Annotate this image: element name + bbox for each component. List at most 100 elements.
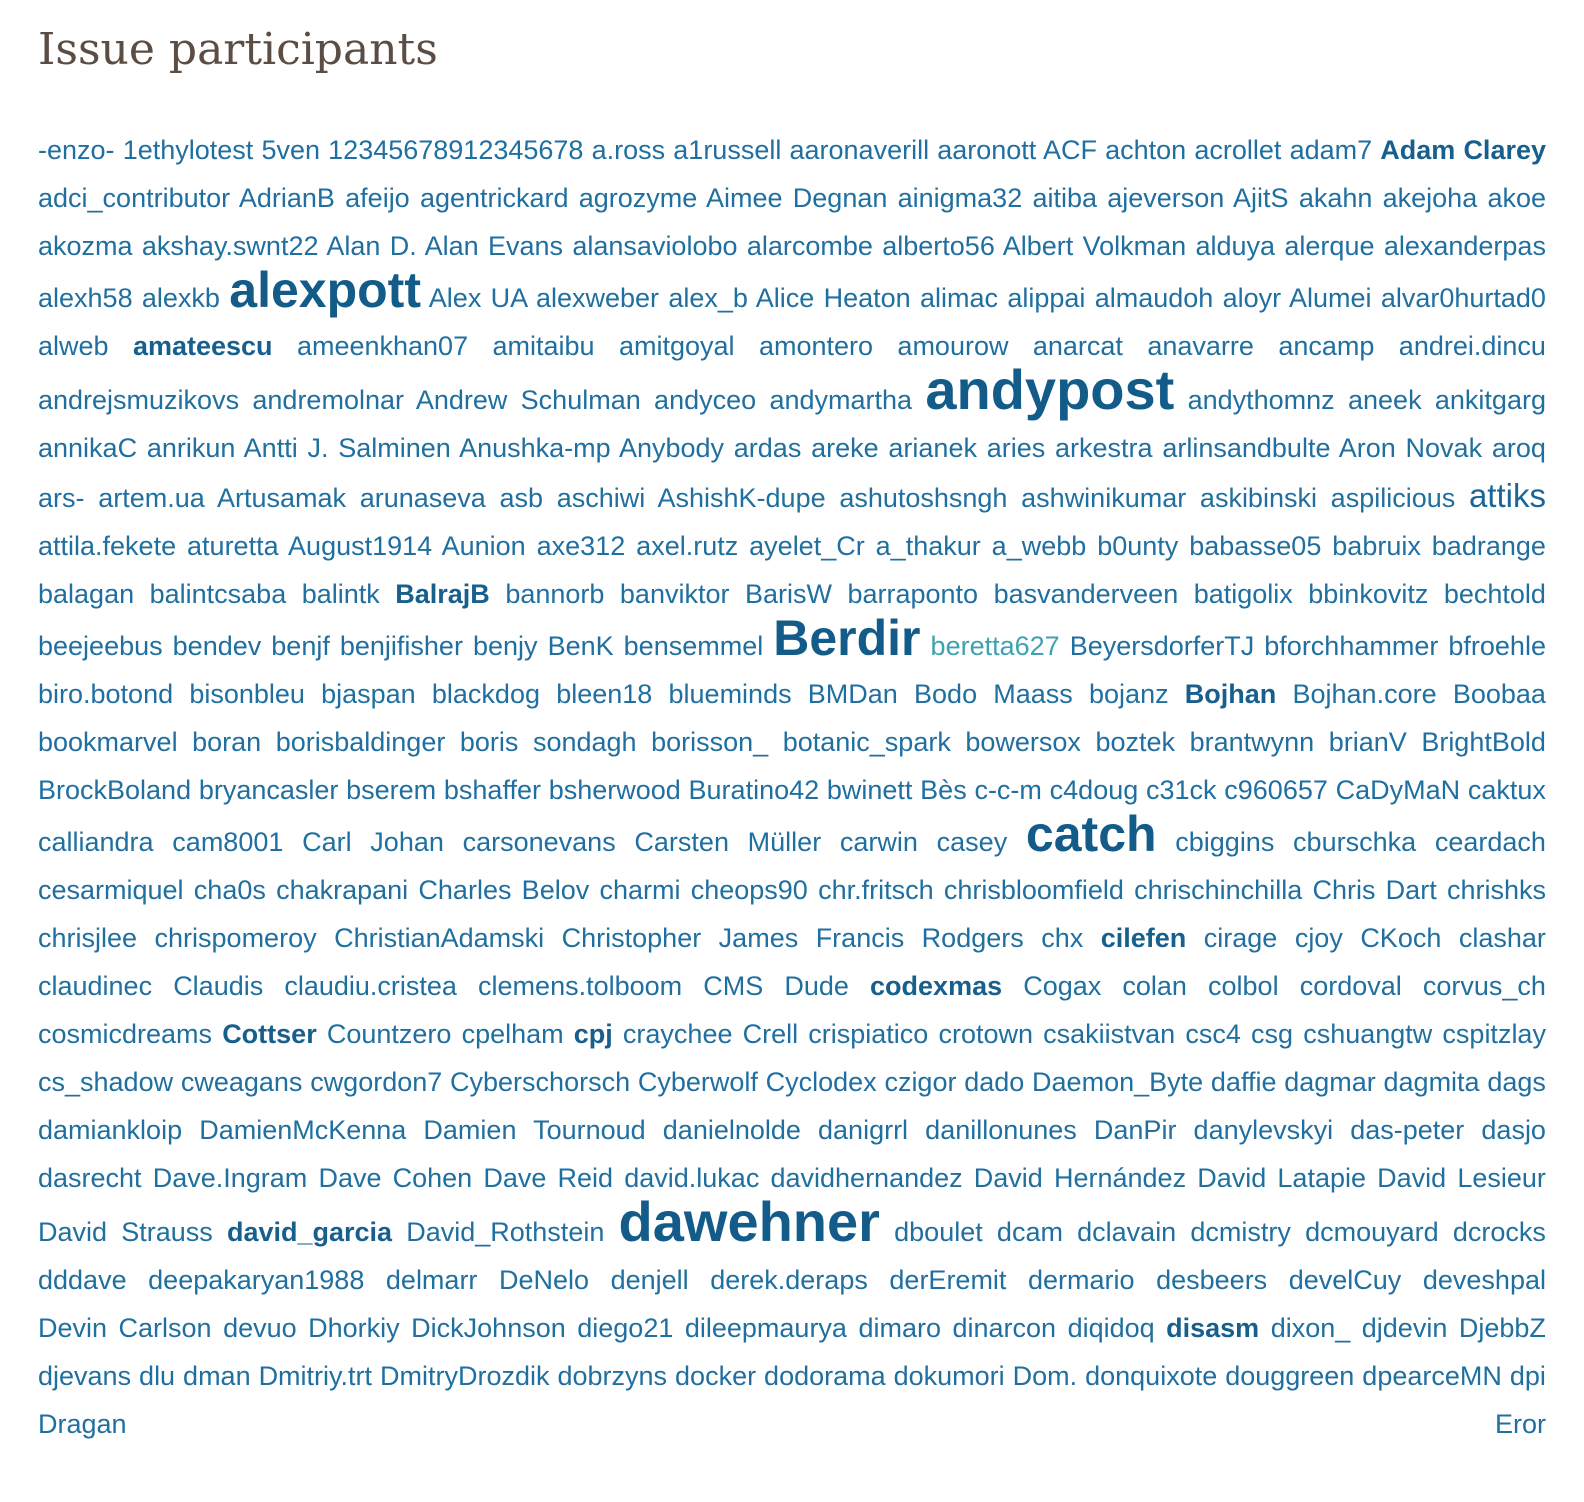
participant-link[interactable]: bsherwood: [548, 775, 681, 805]
participant-link[interactable]: cha0s: [193, 875, 266, 905]
participant-link[interactable]: arunaseva: [359, 483, 486, 513]
participant-link[interactable]: Bojhan: [1184, 679, 1277, 709]
participant-link[interactable]: Dhorkiy: [308, 1313, 400, 1343]
participant-link[interactable]: bjaspan: [321, 679, 416, 709]
participant-link[interactable]: beejeebus: [38, 631, 163, 661]
participant-link[interactable]: cilefen: [1100, 923, 1187, 953]
participant-link[interactable]: attila.fekete: [38, 531, 177, 561]
participant-link[interactable]: ainigma32: [897, 183, 1023, 213]
participant-link[interactable]: agrozyme: [578, 183, 698, 213]
participant-link[interactable]: chrisbloomfield: [943, 875, 1124, 905]
participant-link[interactable]: batigolix: [1193, 579, 1293, 609]
participant-link[interactable]: c-c-m: [974, 775, 1042, 805]
participant-link[interactable]: deepakaryan1988: [148, 1265, 365, 1295]
participant-link[interactable]: bforchhammer: [1264, 631, 1439, 661]
participant-link[interactable]: barraponto: [847, 579, 979, 609]
participant-link[interactable]: a_thakur: [875, 531, 981, 561]
participant-link[interactable]: Dave Cohen: [318, 1163, 473, 1193]
participant-link[interactable]: casey: [936, 827, 1008, 857]
participant-link[interactable]: BrightBold: [1421, 727, 1546, 757]
participant-link[interactable]: CMS Dude: [703, 971, 849, 1001]
participant-link[interactable]: alansaviolobo: [572, 231, 738, 261]
participant-link[interactable]: benjifisher: [339, 631, 463, 661]
participant-link[interactable]: ayelet_Cr: [749, 531, 865, 561]
participant-link[interactable]: anrikun: [146, 433, 236, 463]
participant-link[interactable]: bookmarvel: [38, 727, 178, 757]
participant-link[interactable]: Andrew Schulman: [415, 385, 641, 415]
participant-link[interactable]: benjy: [472, 631, 538, 661]
participant-link[interactable]: ameenkhan07: [296, 331, 469, 361]
participant-link[interactable]: ChristianAdamski: [334, 923, 545, 953]
participant-link[interactable]: badrange: [1431, 531, 1546, 561]
participant-link[interactable]: BarisW: [744, 579, 832, 609]
participant-link[interactable]: akoe: [1487, 183, 1547, 213]
participant-link[interactable]: Cyberschorsch: [450, 1067, 631, 1097]
participant-link[interactable]: andrejsmuzikovs: [38, 385, 240, 415]
participant-link[interactable]: dcmistry: [1190, 1217, 1291, 1247]
participant-link[interactable]: cpelham: [461, 1019, 564, 1049]
participant-link[interactable]: AdrianB: [238, 183, 335, 213]
participant-link[interactable]: dpearceMN: [1362, 1361, 1502, 1391]
participant-link[interactable]: DamienMcKenna: [199, 1115, 407, 1145]
participant-link[interactable]: Alumei: [1288, 283, 1372, 313]
participant-link[interactable]: caktux: [1467, 775, 1546, 805]
participant-link[interactable]: BalrajB: [395, 579, 490, 609]
participant-link[interactable]: Dave Reid: [483, 1163, 614, 1193]
participant-link[interactable]: David_Rothstein: [406, 1217, 605, 1247]
participant-link[interactable]: alexanderpas: [1383, 231, 1546, 261]
participant-link[interactable]: amourow: [897, 331, 1009, 361]
participant-link[interactable]: colbol: [1208, 971, 1279, 1001]
participant-link[interactable]: ceardach: [1434, 827, 1546, 857]
participant-link[interactable]: catch: [1025, 806, 1157, 862]
participant-link[interactable]: bojanz: [1089, 679, 1169, 709]
participant-link[interactable]: cheops90: [690, 875, 808, 905]
participant-link[interactable]: Bès: [920, 775, 967, 805]
participant-link[interactable]: bendev: [172, 631, 262, 661]
participant-link[interactable]: Cogax: [1023, 971, 1102, 1001]
participant-link[interactable]: dodorama: [764, 1361, 886, 1391]
participant-link[interactable]: David Strauss: [38, 1217, 213, 1247]
participant-link[interactable]: cspitzlay: [1442, 1019, 1546, 1049]
participant-link[interactable]: Anushka-mp: [459, 433, 611, 463]
participant-link[interactable]: adam7: [1289, 135, 1373, 165]
participant-link[interactable]: Charles Belov: [418, 875, 590, 905]
participant-link[interactable]: bwinett: [826, 775, 913, 805]
participant-link[interactable]: aspilicious: [1330, 483, 1456, 513]
participant-link[interactable]: andypost: [925, 358, 1175, 421]
participant-link[interactable]: andythomnz: [1187, 385, 1335, 415]
participant-link[interactable]: donquixote: [1085, 1361, 1218, 1391]
participant-link[interactable]: Dom.: [1012, 1361, 1078, 1391]
participant-link[interactable]: carsonevans: [462, 827, 616, 857]
participant-link[interactable]: balintk: [301, 579, 380, 609]
participant-link[interactable]: bleen18: [556, 679, 653, 709]
participant-link[interactable]: claudinec: [38, 971, 153, 1001]
participant-link[interactable]: August1914: [288, 531, 433, 561]
participant-link[interactable]: dlu: [139, 1361, 176, 1391]
participant-link[interactable]: David Latapie: [1197, 1163, 1366, 1193]
participant-link[interactable]: colan: [1122, 971, 1187, 1001]
participant-link[interactable]: cosmicdreams: [38, 1019, 213, 1049]
participant-link[interactable]: David Hernández: [973, 1163, 1187, 1193]
participant-link[interactable]: bowersox: [965, 727, 1081, 757]
participant-link[interactable]: dagmar: [1284, 1067, 1376, 1097]
participant-link[interactable]: artem.ua: [98, 483, 205, 513]
participant-link[interactable]: andremolnar: [252, 385, 404, 415]
participant-link[interactable]: 1ethylotest: [122, 135, 254, 165]
participant-link[interactable]: crispiatico: [808, 1019, 929, 1049]
participant-link[interactable]: djevans: [38, 1361, 132, 1391]
participant-link[interactable]: basvanderveen: [993, 579, 1179, 609]
participant-link[interactable]: diego21: [577, 1313, 674, 1343]
participant-link[interactable]: blueminds: [668, 679, 792, 709]
participant-link[interactable]: amitaibu: [492, 331, 595, 361]
participant-link[interactable]: alexh58: [38, 283, 133, 313]
participant-link[interactable]: dileepmaurya: [684, 1313, 847, 1343]
participant-link[interactable]: akahn: [1298, 183, 1373, 213]
participant-link[interactable]: babruix: [1332, 531, 1421, 561]
participant-link[interactable]: DanPir: [1093, 1115, 1177, 1145]
participant-link[interactable]: bshaffer: [443, 775, 541, 805]
participant-link[interactable]: blackdog: [431, 679, 540, 709]
participant-link[interactable]: 5ven: [261, 135, 320, 165]
participant-link[interactable]: beretta627: [930, 631, 1060, 661]
participant-link[interactable]: alvar0hurtad0: [1380, 283, 1546, 313]
participant-link[interactable]: ardas: [733, 433, 802, 463]
